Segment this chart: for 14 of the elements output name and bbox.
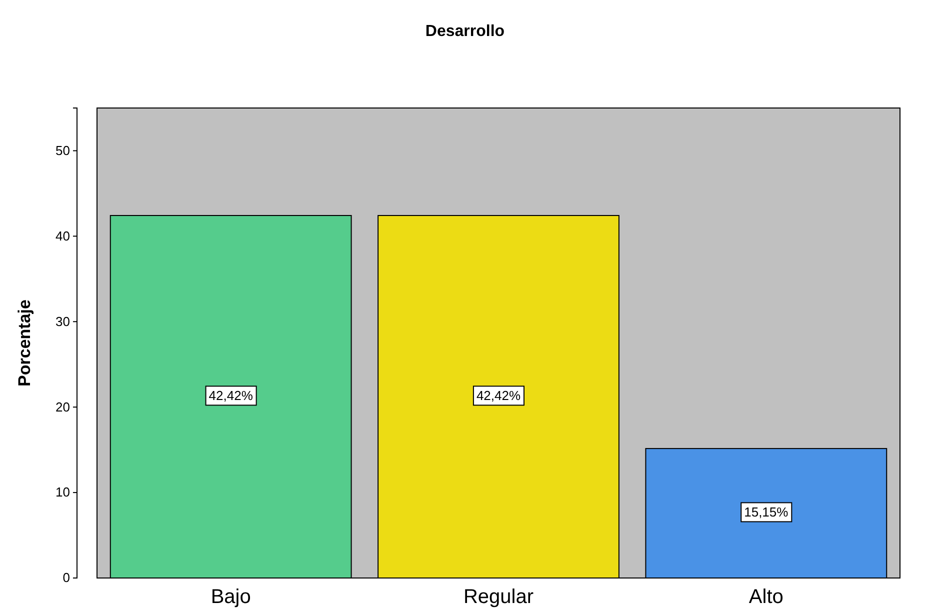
y-tick-label: 10 (56, 484, 70, 500)
y-tick-label: 20 (56, 399, 70, 414)
x-tick-label: Alto (748, 586, 784, 608)
y-tick-label: 40 (56, 228, 70, 244)
y-tick-label: 30 (56, 314, 70, 329)
x-tick-label: Bajo (210, 586, 251, 608)
x-tick-label: Regular (463, 586, 534, 608)
y-axis-title: Porcentaje (15, 300, 34, 386)
y-tick-label: 0 (62, 570, 70, 586)
data-label: 42,42% (208, 388, 254, 404)
data-label: 15,15% (744, 504, 789, 520)
chart-title: Desarrollo (425, 23, 505, 40)
y-tick-label: 50 (56, 142, 70, 158)
data-label: 42,42% (476, 388, 521, 404)
